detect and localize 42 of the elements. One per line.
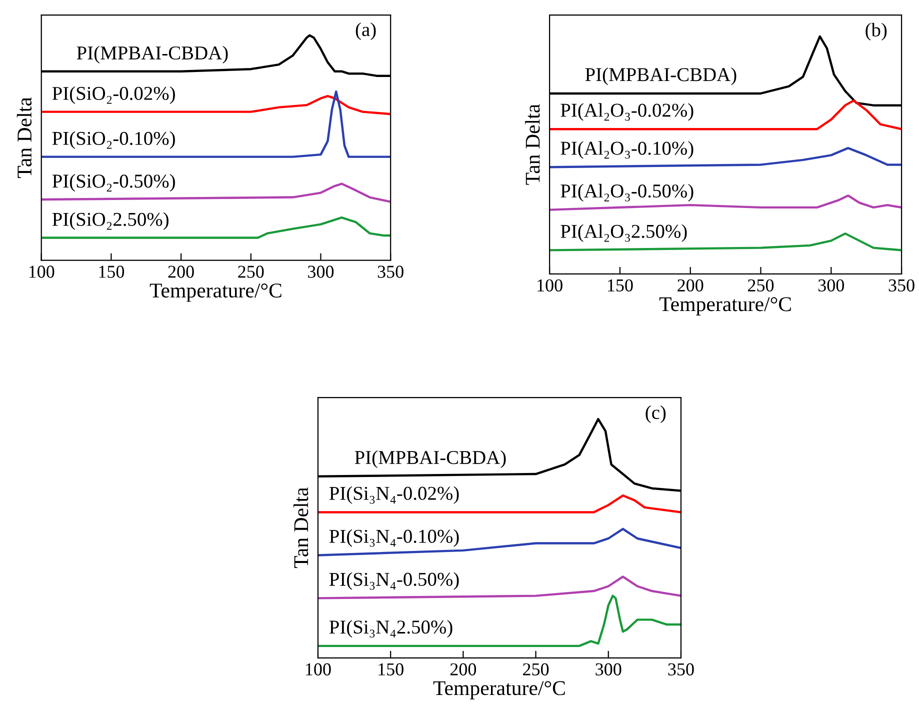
x-tick-label: 100 bbox=[306, 663, 331, 676]
series-label: PI(SiO₂2.50%) bbox=[52, 212, 168, 230]
x-tick-label: 200 bbox=[678, 279, 704, 292]
annotation: (a) bbox=[356, 22, 376, 40]
x-tick-label: 350 bbox=[668, 663, 694, 676]
series-label: PI(MPBAI-CBDA) bbox=[585, 68, 736, 86]
y-axis-title: Tan Delta bbox=[525, 104, 540, 185]
x-tick-label: 200 bbox=[450, 663, 476, 676]
x-tick-label: 300 bbox=[308, 266, 334, 278]
x-tick-label: 300 bbox=[818, 279, 844, 292]
x-tick-label: 150 bbox=[378, 663, 404, 676]
x-axis-title: Temperature/°C bbox=[150, 284, 282, 302]
series-label: PI(SiO₂-0.10%) bbox=[52, 131, 175, 149]
y-axis-title: Tan Delta bbox=[16, 97, 32, 178]
x-axis-title: Temperature/°C bbox=[659, 297, 791, 316]
series-label: PI(Si₃N₄-0.02%) bbox=[329, 486, 459, 504]
series-label: PI(SiO₂-0.02%) bbox=[52, 86, 175, 104]
series-label: PI(Si₃N₄-0.10%) bbox=[329, 529, 459, 547]
x-tick-label: 100 bbox=[538, 279, 562, 292]
x-tick-label: 100 bbox=[29, 266, 54, 278]
series-label: PI(MPBAI-CBDA) bbox=[76, 46, 228, 64]
y-axis-title: Tan Delta bbox=[294, 487, 308, 568]
annotation: (c) bbox=[646, 405, 666, 424]
series-label: PI(Al₂O₃-0.50%) bbox=[560, 184, 694, 202]
x-tick-label: 150 bbox=[99, 266, 124, 278]
series-label: PI(Al₂O₃-0.10%) bbox=[560, 141, 694, 159]
x-tick-label: 250 bbox=[748, 279, 774, 292]
annotation: (b) bbox=[866, 22, 887, 40]
x-tick-label: 250 bbox=[523, 663, 549, 676]
series-label: PI(SiO₂-0.50%) bbox=[52, 174, 175, 192]
x-tick-label: 150 bbox=[608, 279, 633, 292]
series-label: PI(MPBAI-CBDA) bbox=[354, 450, 506, 468]
x-tick-label: 200 bbox=[168, 266, 194, 278]
series-label: PI(Si₃N₄2.50%) bbox=[329, 620, 452, 638]
series-label: PI(Al₂O₃2.50%) bbox=[560, 224, 687, 242]
series-label: PI(Si₃N₄-0.50%) bbox=[329, 572, 459, 590]
x-tick-label: 350 bbox=[888, 279, 914, 292]
x-tick-label: 250 bbox=[238, 266, 264, 278]
x-tick-label: 300 bbox=[596, 663, 622, 676]
series-label: PI(Al₂O₃-0.02%) bbox=[560, 103, 694, 121]
x-axis-title: Temperature/°C bbox=[433, 681, 565, 700]
x-tick-label: 350 bbox=[378, 266, 404, 278]
